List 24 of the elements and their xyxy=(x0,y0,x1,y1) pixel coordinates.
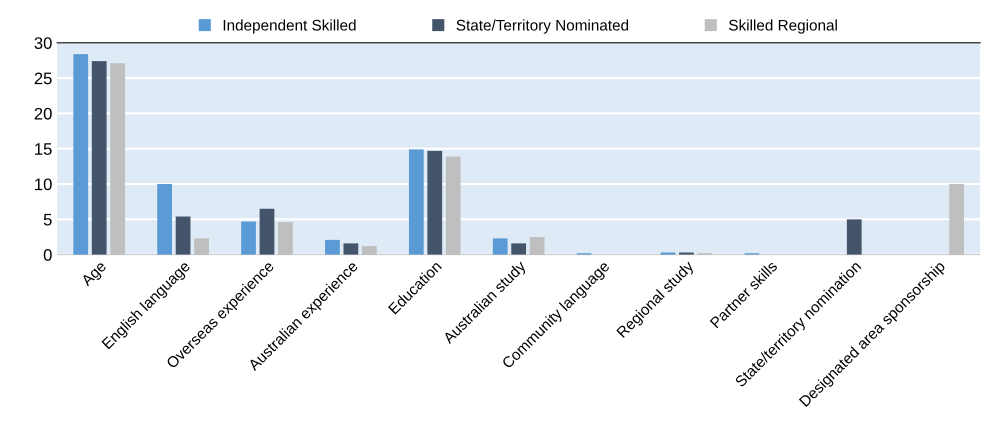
y-tick-label: 30 xyxy=(34,37,52,50)
bar xyxy=(427,150,442,255)
y-tick-label: 0 xyxy=(44,249,52,261)
bar xyxy=(73,54,88,255)
bar xyxy=(492,238,508,255)
y-tick-label: 5 xyxy=(44,214,52,226)
legend-label: Skilled Regional xyxy=(729,19,837,34)
x-tick-label: Age xyxy=(80,260,109,289)
bar xyxy=(846,219,862,255)
bar xyxy=(92,61,107,255)
bar xyxy=(408,149,424,255)
bar xyxy=(343,243,358,255)
bar xyxy=(325,240,340,255)
bar xyxy=(260,208,274,255)
y-tick-label: 25 xyxy=(34,72,52,84)
y-tick-label: 10 xyxy=(35,178,52,190)
y-tick-label: 20 xyxy=(34,108,52,120)
bar xyxy=(241,221,256,255)
legend-label: State/Territory Nominated xyxy=(456,19,628,34)
bar xyxy=(511,243,526,255)
bar xyxy=(157,184,172,255)
bar xyxy=(176,216,190,255)
y-tick-label: 15 xyxy=(35,143,52,155)
legend-label: Independent Skilled xyxy=(224,19,356,34)
